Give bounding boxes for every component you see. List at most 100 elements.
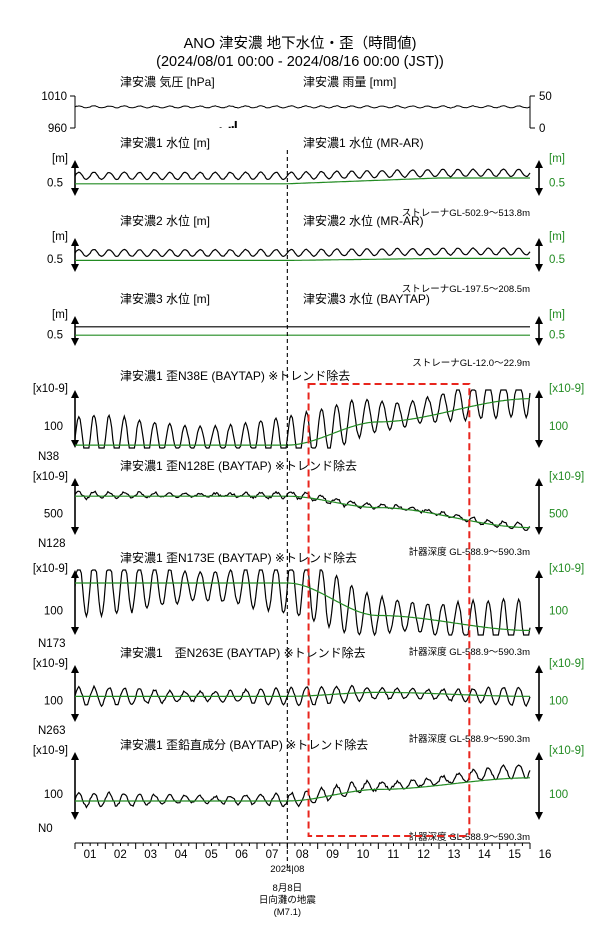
panel-n263: 津安濃1 歪N263E (BAYTAP) ※トレンド除去 [x10-9] [x10-… — [33, 645, 584, 745]
right-scale-arrow-head-down — [535, 440, 543, 448]
left-unit: [m] — [52, 309, 68, 321]
x-tick-label: 08 — [296, 849, 309, 861]
right-tick-label: 100 — [549, 421, 568, 433]
panel-title-left: 津安濃1 歪N38E (BAYTAP) ※トレンド除去 — [120, 368, 350, 383]
series-observed — [74, 568, 531, 637]
x-tick-label: 16 — [539, 849, 552, 861]
panel-title-left: 津安濃1 歪N128E (BAYTAP) ※トレンド除去 — [120, 458, 357, 473]
x-tick-label: 09 — [326, 849, 339, 861]
left-scale-arrow-head-up — [71, 160, 79, 168]
panel-level2: 津安濃2 水位 [m] 津安濃2 水位 (MR-AR) [m] [m] 0.5 0.5 スト… — [47, 213, 565, 295]
event-label: 8月8日 — [273, 883, 303, 894]
panel-n128: 津安濃1 歪N128E (BAYTAP) ※トレンド除去 [x10-9] [x10-… — [33, 458, 584, 558]
right-tick-label: 100 — [549, 789, 568, 801]
right-scale-arrow-head-up — [535, 752, 543, 760]
left-unit: [x10-9] — [33, 471, 68, 483]
series-model — [75, 691, 531, 697]
left-scale-arrow-head-up — [71, 238, 79, 246]
left-tick-label: 100 — [44, 789, 63, 801]
right-scale-arrow-head-up — [535, 316, 543, 324]
x-tick-label: 03 — [144, 849, 157, 861]
event-label: (M7.1) — [274, 907, 301, 918]
chart-subtitle: (2024/08/01 00:00 - 2024/08/16 00:00 (JS… — [156, 54, 444, 70]
x-axis: 01 02 03 04 05 06 07 08 09 10 11 12 13 14 15 16 2024|08 8… — [74, 842, 552, 918]
x-tick-label: 13 — [448, 849, 461, 861]
left-scale-arrow-head-down — [71, 627, 79, 635]
right-unit: [m] — [549, 309, 565, 321]
series-model — [75, 582, 531, 632]
panel-n173: 津安濃1 歪N173E (BAYTAP) ※トレンド除去 [x10-9] [x10-… — [33, 550, 584, 658]
panel-level3: 津安濃3 水位 [m] 津安濃3 水位 (BAYTAP) [m] [m] 0.5 0.5 ス… — [47, 291, 565, 369]
x-tick-label: 04 — [175, 849, 188, 861]
right-unit: [m] — [549, 153, 565, 165]
rain-bar — [231, 126, 234, 128]
left-tick-label: 0.5 — [47, 330, 63, 342]
left-scale-arrow-head-up — [71, 316, 79, 324]
highlight-box — [307, 383, 471, 837]
component-label: N38 — [38, 451, 59, 463]
sensor-note: 計器深度 GL-588.9～590.3m — [409, 831, 531, 843]
right-scale-arrow-head-down — [535, 188, 543, 196]
right-unit: [x10-9] — [549, 563, 584, 575]
left-scale-arrow-head-down — [71, 264, 79, 272]
x-tick-label: 02 — [114, 849, 127, 861]
panel-nv: 津安濃1 歪鉛直成分 (BAYTAP) ※トレンド除去 [x10-9] [x10-9… — [33, 737, 584, 843]
component-label: N128 — [38, 538, 66, 550]
left-tick-label: 0.5 — [47, 177, 63, 189]
panel-title-left: 津安濃1 水位 [m] — [120, 135, 210, 150]
panel-n38: 津安濃1 歪N38E (BAYTAP) ※トレンド除去 [x10-9] [x10-9… — [33, 368, 584, 463]
panel-title-left: 津安濃2 水位 [m] — [120, 213, 210, 228]
rain-bar — [228, 126, 231, 128]
x-tick-label: 01 — [84, 849, 97, 861]
right-scale-arrow-head-up — [535, 390, 543, 398]
overlay-layer — [286, 150, 471, 868]
right-tick-label: 0.5 — [549, 177, 565, 189]
left-scale-arrow-head-down — [71, 188, 79, 196]
left-unit: [x10-9] — [33, 658, 68, 670]
sensor-note: ストレーナGL-502.9～513.8m — [402, 208, 530, 219]
chart-title: ANO 津安濃 地下水位・歪（時間値) — [184, 35, 417, 52]
panel-title-right: 津安濃1 水位 (MR-AR) — [303, 135, 424, 150]
left-tick-label: 0.5 — [47, 254, 63, 266]
series-model — [75, 177, 530, 185]
x-tick-label: 07 — [266, 849, 279, 861]
panel-title-left: 津安濃1 歪N263E (BAYTAP) ※トレンド除去 — [120, 645, 366, 660]
rain-bar — [219, 127, 222, 128]
left-scale-arrow-head-down — [71, 714, 79, 722]
panel-pressure: 津安濃 気圧 [hPa] 津安濃 雨量 [mm] 1010 50 960 0 — [41, 74, 551, 135]
right-tick-label: 100 — [549, 695, 568, 707]
month-label: 2024|08 — [270, 864, 304, 875]
series-model — [75, 398, 530, 446]
x-tick-label: 14 — [478, 849, 491, 861]
right-scale-arrow-head-up — [535, 238, 543, 246]
series-model — [75, 257, 530, 261]
component-label: N0 — [38, 823, 53, 835]
left-tick-label: 100 — [44, 605, 63, 617]
sensor-note: 計器深度 GL-588.9～590.3m — [409, 546, 531, 558]
y2-tick-label: 50 — [539, 91, 552, 103]
y2-tick-label: 0 — [539, 123, 545, 135]
left-scale-arrow-head-up — [71, 752, 79, 760]
right-scale-arrow-head-down — [535, 714, 543, 722]
x-tick-label: 10 — [357, 849, 370, 861]
sensor-note: 計器深度 GL-588.9～590.3m — [409, 733, 531, 745]
left-scale-arrow-head-down — [71, 440, 79, 448]
sensor-note: 計器深度 GL-588.9～590.3m — [409, 646, 531, 658]
right-scale-arrow-head-up — [535, 665, 543, 673]
panel-title-left: 津安濃1 歪N173E (BAYTAP) ※トレンド除去 — [120, 550, 357, 565]
pressure-line — [74, 105, 531, 109]
right-unit: [m] — [549, 231, 565, 243]
left-tick-label: 100 — [44, 421, 63, 433]
sensor-note: ストレーナGL-197.5～208.5m — [402, 284, 530, 295]
x-tick-label: 05 — [205, 849, 218, 861]
left-scale-arrow-head-down — [71, 338, 79, 346]
left-unit: [x10-9] — [33, 745, 68, 757]
series-observed — [74, 389, 531, 449]
right-unit: [x10-9] — [549, 658, 584, 670]
right-scale-arrow-head-up — [535, 160, 543, 168]
left-scale-arrow-head-up — [71, 570, 79, 578]
right-tick-label: 500 — [549, 508, 568, 520]
right-unit: [x10-9] — [549, 471, 584, 483]
left-unit: [m] — [52, 231, 68, 243]
